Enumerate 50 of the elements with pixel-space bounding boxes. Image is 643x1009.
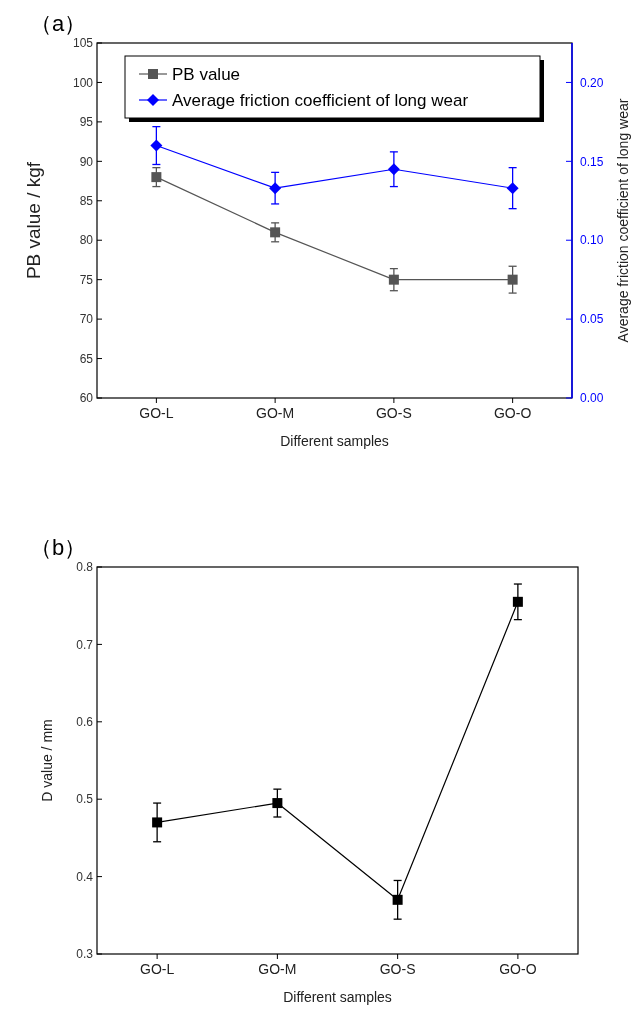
point: [151, 172, 162, 183]
x-tick-label: GO-M: [256, 405, 295, 421]
x-tick-label: GO-S: [375, 405, 412, 421]
chart-title: （a）: [30, 11, 87, 36]
y2-tick-label: 0.10: [580, 233, 604, 248]
y-tick-label: 0.5: [76, 792, 94, 807]
y2-tick-label: 0.05: [580, 312, 604, 327]
y-tick-label: 80: [79, 233, 94, 248]
y-tick-label: 0.8: [76, 560, 94, 575]
y-axis-title: PB value / kgf: [23, 161, 44, 280]
chart-title: （b）: [30, 535, 87, 560]
y-tick-label: 0.4: [76, 869, 94, 884]
x-tick-label: GO-O: [499, 961, 537, 977]
y2-axis-title: Average friction coefficient of long wear: [615, 98, 631, 343]
x-tick-label: GO-L: [140, 961, 175, 977]
y2-tick-label: 0.00: [580, 391, 604, 406]
y-tick-label: 100: [72, 75, 94, 90]
point: [272, 798, 283, 809]
y2-tick-label: 0.15: [580, 154, 604, 169]
x-tick-label: GO-L: [139, 405, 174, 421]
y-tick-label: 70: [79, 312, 94, 327]
legend-label: Average friction coefficient of long wear: [172, 90, 469, 110]
point: [150, 139, 163, 152]
point: [512, 596, 523, 607]
y-tick-label: 0.7: [76, 637, 94, 652]
y-tick-label: 90: [79, 154, 94, 169]
point: [387, 163, 400, 176]
point: [269, 182, 282, 195]
x-tick-label: GO-S: [379, 961, 416, 977]
x-axis-title: Different samples: [283, 989, 392, 1005]
y2-tick-label: 0.20: [580, 75, 604, 90]
x-tick-label: GO-M: [258, 961, 297, 977]
point: [270, 227, 281, 238]
y-tick-label: 0.6: [76, 715, 94, 729]
y-axis-title: D value / mm: [39, 719, 55, 802]
y-tick-label: 105: [72, 36, 94, 51]
y-tick-label: 65: [79, 351, 94, 366]
y-tick-label: 85: [79, 193, 94, 208]
point: [507, 274, 518, 285]
y-tick-label: 60: [79, 391, 94, 406]
point: [388, 274, 399, 285]
point: [506, 182, 519, 195]
y-tick-label: 95: [79, 115, 94, 130]
legend-label: PB value: [172, 64, 241, 84]
point: [152, 817, 163, 828]
x-axis-title: Different samples: [280, 433, 389, 449]
y-tick-label: 75: [79, 272, 94, 287]
point: [392, 894, 403, 905]
x-tick-label: GO-O: [493, 405, 532, 421]
y-tick-label: 0.3: [76, 947, 94, 962]
